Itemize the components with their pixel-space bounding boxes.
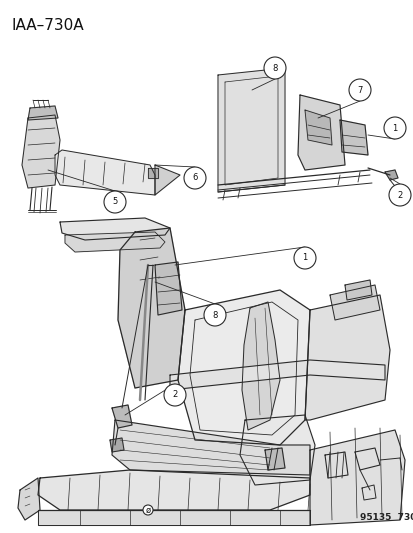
- Polygon shape: [218, 68, 284, 192]
- Circle shape: [348, 79, 370, 101]
- Text: 6: 6: [192, 174, 197, 182]
- Polygon shape: [339, 120, 367, 155]
- Text: 8: 8: [272, 63, 277, 72]
- Polygon shape: [309, 430, 404, 525]
- Text: ø: ø: [145, 505, 150, 514]
- Polygon shape: [344, 280, 371, 300]
- Polygon shape: [354, 448, 379, 470]
- Circle shape: [293, 247, 315, 269]
- Polygon shape: [242, 302, 279, 430]
- Polygon shape: [147, 168, 158, 178]
- Text: 5: 5: [112, 198, 117, 206]
- Text: 1: 1: [392, 124, 396, 133]
- Polygon shape: [304, 110, 331, 145]
- Polygon shape: [304, 295, 389, 420]
- Polygon shape: [55, 150, 154, 195]
- Polygon shape: [112, 420, 309, 475]
- Polygon shape: [324, 452, 347, 478]
- Polygon shape: [18, 478, 40, 520]
- Polygon shape: [38, 510, 309, 525]
- Polygon shape: [297, 95, 344, 170]
- Polygon shape: [329, 285, 379, 320]
- Circle shape: [183, 167, 206, 189]
- Circle shape: [388, 184, 410, 206]
- Circle shape: [142, 505, 153, 515]
- Circle shape: [383, 117, 405, 139]
- Text: 2: 2: [396, 190, 402, 199]
- Text: 8: 8: [212, 311, 217, 319]
- Text: 7: 7: [356, 85, 362, 94]
- Polygon shape: [112, 405, 132, 428]
- Text: 2: 2: [172, 391, 177, 400]
- Polygon shape: [38, 470, 309, 510]
- Circle shape: [104, 191, 126, 213]
- Text: IAA–730A: IAA–730A: [12, 18, 84, 33]
- Polygon shape: [110, 438, 124, 452]
- Circle shape: [204, 304, 225, 326]
- Polygon shape: [240, 415, 314, 485]
- Polygon shape: [22, 115, 60, 188]
- Polygon shape: [264, 448, 284, 470]
- Circle shape: [263, 57, 285, 79]
- Polygon shape: [118, 228, 185, 388]
- Polygon shape: [384, 170, 397, 180]
- Polygon shape: [178, 290, 309, 445]
- Polygon shape: [154, 165, 180, 195]
- Text: 95135  730: 95135 730: [359, 513, 413, 522]
- Polygon shape: [361, 485, 375, 500]
- Text: 1: 1: [301, 254, 307, 262]
- Polygon shape: [170, 360, 384, 390]
- Polygon shape: [60, 218, 170, 240]
- Polygon shape: [65, 232, 165, 252]
- Polygon shape: [154, 262, 182, 315]
- Polygon shape: [28, 106, 58, 120]
- Circle shape: [164, 384, 185, 406]
